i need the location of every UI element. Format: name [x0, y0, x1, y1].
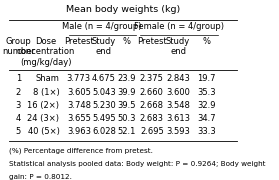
Text: 2.375: 2.375 [140, 75, 164, 84]
Text: 32.9: 32.9 [197, 101, 216, 110]
Text: 39.5: 39.5 [117, 101, 136, 110]
Text: 2.695: 2.695 [140, 127, 164, 136]
Text: 16 (2×): 16 (2×) [27, 101, 59, 110]
Text: 3: 3 [16, 101, 21, 110]
Text: 5.043: 5.043 [92, 88, 116, 97]
Text: 5: 5 [16, 127, 21, 136]
Text: 3.593: 3.593 [166, 127, 190, 136]
Text: Study
end: Study end [166, 37, 190, 56]
Text: Mean body weights (kg): Mean body weights (kg) [66, 5, 181, 14]
Text: 52.1: 52.1 [117, 127, 136, 136]
Text: 2.843: 2.843 [166, 75, 190, 84]
Text: 3.748: 3.748 [67, 101, 91, 110]
Text: Dose
concentration
(mg/kg/day): Dose concentration (mg/kg/day) [16, 37, 75, 67]
Text: gain: P = 0.8012.: gain: P = 0.8012. [9, 174, 72, 180]
Text: Pretest: Pretest [64, 37, 94, 46]
Text: %: % [123, 37, 131, 46]
Text: 3.655: 3.655 [67, 114, 91, 123]
Text: 8 (1×): 8 (1×) [33, 88, 59, 97]
Text: Statistical analysis pooled data: Body weight: P = 0.9264; Body weight: Statistical analysis pooled data: Body w… [9, 161, 266, 167]
Text: 6.028: 6.028 [92, 127, 116, 136]
Text: 5.230: 5.230 [92, 101, 116, 110]
Text: Pretest: Pretest [137, 37, 167, 46]
Text: 2.668: 2.668 [140, 101, 164, 110]
Text: %: % [203, 37, 211, 46]
Text: 40 (5×): 40 (5×) [28, 127, 59, 136]
Text: 3.963: 3.963 [67, 127, 91, 136]
Text: 50.3: 50.3 [117, 114, 136, 123]
Text: Female (n = 4/group): Female (n = 4/group) [134, 22, 224, 31]
Text: Sham: Sham [35, 75, 59, 84]
Text: 2.683: 2.683 [140, 114, 164, 123]
Text: 2: 2 [16, 88, 21, 97]
Text: 34.7: 34.7 [197, 114, 216, 123]
Text: 23.9: 23.9 [117, 75, 136, 84]
Text: 3.613: 3.613 [166, 114, 190, 123]
Text: Group
number: Group number [2, 37, 35, 56]
Text: 39.9: 39.9 [117, 88, 136, 97]
Text: Study
end: Study end [92, 37, 116, 56]
Text: 4.675: 4.675 [92, 75, 116, 84]
Text: 3.548: 3.548 [166, 101, 190, 110]
Text: 19.7: 19.7 [197, 75, 216, 84]
Text: (%) Percentage difference from pretest.: (%) Percentage difference from pretest. [9, 147, 153, 154]
Text: 2.660: 2.660 [140, 88, 164, 97]
Text: 24 (3×): 24 (3×) [27, 114, 59, 123]
Text: 5.495: 5.495 [92, 114, 116, 123]
Text: 3.773: 3.773 [67, 75, 91, 84]
Text: 33.3: 33.3 [197, 127, 216, 136]
Text: 3.600: 3.600 [166, 88, 190, 97]
Text: 35.3: 35.3 [197, 88, 216, 97]
Text: 3.605: 3.605 [67, 88, 91, 97]
Text: 4: 4 [16, 114, 21, 123]
Text: Male (n = 4/group): Male (n = 4/group) [62, 22, 142, 31]
Text: 1: 1 [16, 75, 21, 84]
